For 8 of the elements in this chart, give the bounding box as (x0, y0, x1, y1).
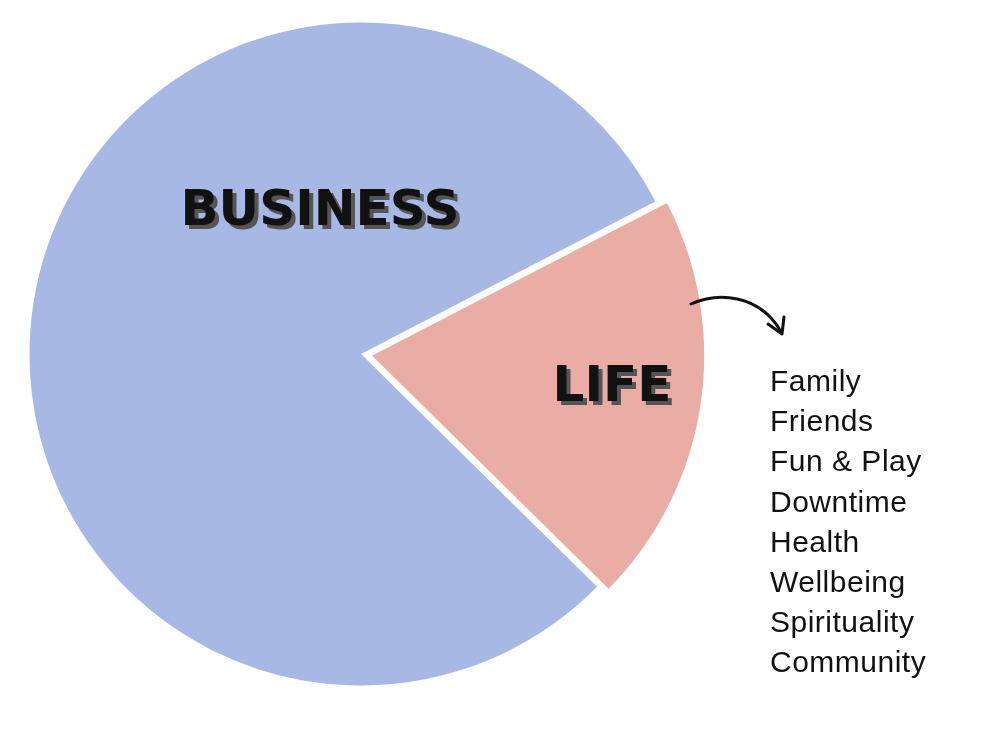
text: Downtime (770, 483, 909, 520)
text: Spirituality (770, 604, 916, 641)
text: Family (770, 363, 863, 399)
text: Fun & Play (770, 443, 923, 480)
text: Health (770, 523, 861, 560)
text: Community (770, 644, 927, 681)
text: Friends (770, 403, 875, 440)
text: Wellbeing (770, 564, 907, 600)
